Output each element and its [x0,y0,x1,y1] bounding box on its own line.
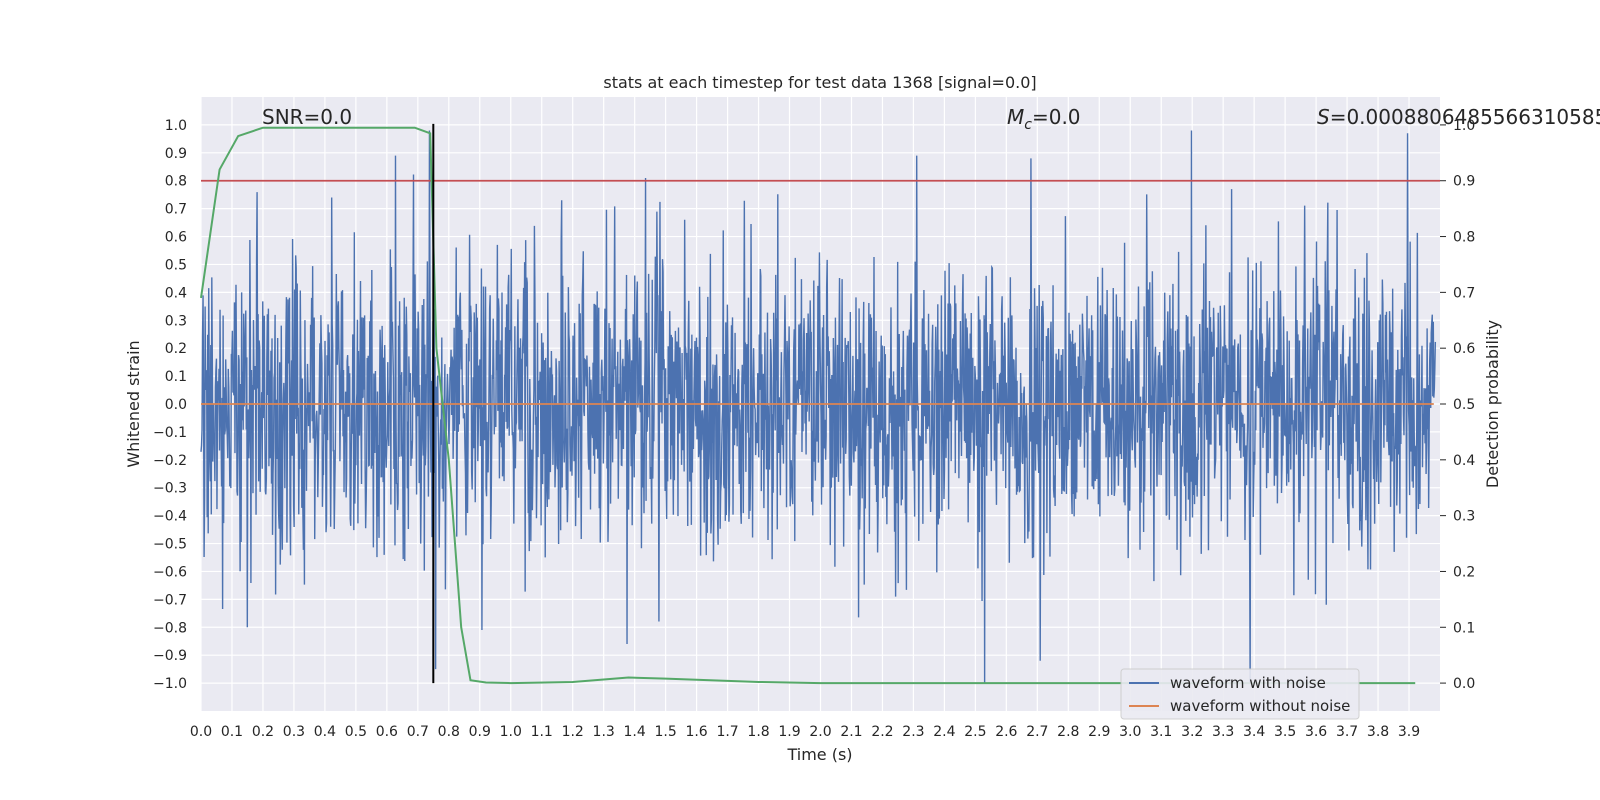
y-tick-label: 0.3 [165,313,187,329]
y-tick-label: 0.9 [165,146,187,162]
legend-box [1120,668,1360,720]
x-tick-label: 2.2 [871,724,893,740]
x-tick-label: 3.5 [1274,724,1296,740]
y-right-tick-label: 1.0 [1453,118,1475,134]
y-right-tick-label: 0.9 [1453,174,1475,190]
x-tick-label: 3.7 [1336,724,1358,740]
chart-title: stats at each timestep for test data 136… [603,73,1036,92]
s-annotation: S=0.0008806485566310585 [1317,105,1600,129]
legend: waveform with noise waveform without noi… [1120,668,1360,720]
y-axis-right-label: Detection probability [1483,320,1502,488]
series-detection-probability [200,126,1416,685]
y-tick-label: −0.9 [153,648,187,664]
y-right-tick-label: 0.0 [1453,676,1475,692]
x-tick-label: 1.0 [500,724,522,740]
x-tick-label: 2.0 [809,724,831,740]
y-right-tick-label: 0.1 [1453,620,1475,636]
x-tick-label: 0.8 [438,724,460,740]
mc-symbol: M [1007,105,1024,129]
s-value: =0.0008806485566310585 [1330,105,1600,129]
y-tick-label: −0.1 [153,425,187,441]
y-right-tick-label: 0.5 [1453,397,1475,413]
x-tick-label: 1.7 [716,724,738,740]
x-tick-label: 0.9 [469,724,491,740]
x-tick-label: 3.9 [1398,724,1420,740]
y-tick-label: 0.2 [165,341,187,357]
x-tick-label: 3.8 [1367,724,1389,740]
x-tick-label: 2.7 [1026,724,1048,740]
y-right-tick-label: 0.3 [1453,509,1475,525]
y-tick-label: −0.6 [153,564,187,580]
x-tick-label: 1.4 [624,724,646,740]
x-tick-label: 3.3 [1212,724,1234,740]
x-tick-label: 1.9 [778,724,800,740]
y-tick-label: −0.5 [153,537,187,553]
x-tick-label: 1.2 [562,724,584,740]
x-tick-label: 0.7 [407,724,429,740]
y-tick-label: −1.0 [153,676,187,692]
x-tick-label: 0.2 [252,724,274,740]
x-tick-label: 1.3 [593,724,615,740]
x-tick-label: 0.0 [190,724,212,740]
x-tick-label: 3.4 [1243,724,1265,740]
x-tick-label: 0.3 [283,724,305,740]
x-tick-label: 0.1 [221,724,243,740]
s-symbol: S [1317,105,1330,129]
x-tick-label: 2.8 [1057,724,1079,740]
x-tick-label: 0.4 [314,724,336,740]
mc-value: =0.0 [1032,105,1081,129]
mc-annotation: Mc=0.0 [1007,105,1081,133]
y-right-tick-label: 0.7 [1453,285,1475,301]
y-tick-label: 0.7 [165,202,187,218]
x-tick-label: 2.3 [902,724,924,740]
y-right-tick-label: 0.4 [1453,453,1475,469]
x-tick-label: 3.2 [1181,724,1203,740]
y-tick-label: −0.7 [153,592,187,608]
y-tick-label: 0.8 [165,174,187,190]
legend-label-clean: waveform without noise [1170,697,1350,715]
x-tick-label: 0.6 [376,724,398,740]
x-tick-label: 2.9 [1088,724,1110,740]
mc-subscript: c [1024,117,1032,133]
x-tick-label: 3.1 [1150,724,1172,740]
x-tick-label: 2.5 [964,724,986,740]
y-tick-label: −0.2 [153,453,187,469]
y-tick-label: 0.0 [165,397,187,413]
y-right-tick-label: 0.8 [1453,230,1475,246]
y-tick-label: 0.6 [165,230,187,246]
y-right-tick-labels: 1.0 0.9 0.8 0.7 0.6 0.5 0.4 0.3 0.2 0.1 0.0 [1440,118,1475,692]
x-tick-label: 2.1 [840,724,862,740]
y-tick-label: −0.3 [153,481,187,497]
plot-series [200,123,1440,685]
x-tick-label: 1.1 [531,724,553,740]
x-tick-label: 3.0 [1119,724,1141,740]
y-tick-label: 0.1 [165,369,187,385]
y-right-tick-label: 0.6 [1453,341,1475,357]
series-waveform-with-noise [200,130,1437,684]
x-tick-label: 2.4 [933,724,955,740]
y-tick-label: −0.4 [153,509,187,525]
y-tick-label: −0.8 [153,620,187,636]
legend-label-noise: waveform with noise [1170,674,1326,692]
y-tick-label: 1.0 [165,118,187,134]
y-tick-label: 0.5 [165,257,187,273]
x-tick-label: 1.5 [654,724,676,740]
y-tick-labels: 1.0 0.9 0.8 0.7 0.6 0.5 0.4 0.3 0.2 0.1 0.0 −0.1 −0.… [153,118,187,692]
x-tick-label: 1.6 [685,724,707,740]
snr-annotation: SNR=0.0 [262,105,352,129]
x-axis-label: Time (s) [786,745,852,764]
x-tick-label: 2.6 [995,724,1017,740]
x-tick-label: 3.6 [1305,724,1327,740]
y-axis-label: Whitened strain [124,340,143,467]
x-tick-label: 1.8 [747,724,769,740]
y-right-tick-label: 0.2 [1453,564,1475,580]
x-tick-labels: 0.0 0.1 0.2 0.3 0.4 0.5 0.6 0.7 0.8 0.9 1.0 1.1 1.2 1… [190,724,1420,740]
y-tick-label: 0.4 [165,285,187,301]
x-tick-label: 0.5 [345,724,367,740]
